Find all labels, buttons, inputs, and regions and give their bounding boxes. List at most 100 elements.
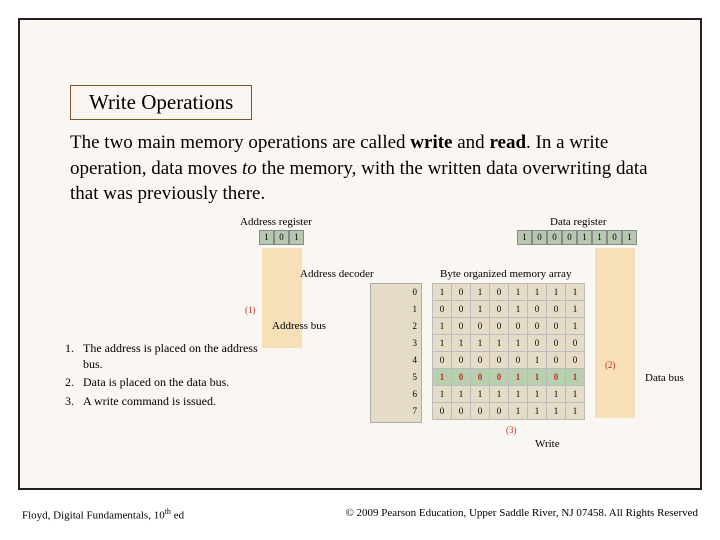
data-bus-flow: [595, 248, 635, 418]
step-item: A write command is issued.: [77, 393, 270, 409]
memory-cell: 1: [528, 403, 547, 420]
memory-cell: 0: [471, 352, 490, 369]
memory-array-label: Byte organized memory array: [440, 268, 571, 280]
memory-cell: 0: [547, 335, 566, 352]
address-decoder-box: 01234567: [370, 283, 422, 423]
memory-cell: 1: [528, 369, 547, 386]
memory-cell: 0: [547, 369, 566, 386]
step-item: The address is placed on the address bus…: [77, 340, 270, 372]
memory-cell: 1: [433, 318, 452, 335]
memory-cell: 0: [547, 318, 566, 335]
memory-cell: 1: [433, 369, 452, 386]
memory-cell: 1: [566, 369, 585, 386]
row-number: 3: [409, 338, 417, 348]
data-register-label: Data register: [550, 216, 607, 228]
bit-cell: 0: [607, 230, 622, 245]
address-register-bits: 101: [259, 230, 304, 248]
memory-cell: 1: [547, 386, 566, 403]
memory-cell: 0: [547, 352, 566, 369]
memory-cell: 1: [509, 403, 528, 420]
memory-cell: 0: [452, 318, 471, 335]
memory-cell: 0: [490, 403, 509, 420]
memory-cell: 0: [452, 403, 471, 420]
memory-cell: 1: [547, 403, 566, 420]
bit-cell: 1: [259, 230, 274, 245]
memory-cell: 0: [433, 403, 452, 420]
write-label: Write: [535, 438, 560, 450]
row-number: 5: [409, 372, 417, 382]
memory-row: 00101001: [433, 301, 585, 318]
memory-row: 00000100: [433, 352, 585, 369]
memory-cell: 1: [566, 301, 585, 318]
memory-cell: 1: [471, 284, 490, 301]
memory-row: 11111000: [433, 335, 585, 352]
data-register-bits: 10001101: [517, 230, 637, 248]
bit-cell: 1: [289, 230, 304, 245]
memory-row: 10001101: [433, 369, 585, 386]
data-bus-label: Data bus: [645, 372, 684, 384]
address-bus-label: Address bus: [272, 320, 326, 332]
memory-cell: 1: [490, 335, 509, 352]
step-item: Data is placed on the data bus.: [77, 374, 270, 390]
memory-row: 10000001: [433, 318, 585, 335]
address-register-label: Address register: [240, 216, 312, 228]
memory-cell: 0: [433, 301, 452, 318]
section-title: Write Operations: [70, 85, 252, 120]
row-number: 1: [409, 304, 417, 314]
row-number: 0: [409, 287, 417, 297]
memory-cell: 0: [471, 403, 490, 420]
memory-cell: 0: [566, 335, 585, 352]
row-number: 4: [409, 355, 417, 365]
memory-cell: 1: [509, 386, 528, 403]
step-marker-1: (1): [245, 305, 256, 315]
memory-cell: 0: [490, 352, 509, 369]
memory-cell: 0: [452, 352, 471, 369]
memory-row: 10101111: [433, 284, 585, 301]
memory-cell: 1: [566, 403, 585, 420]
footer: Floyd, Digital Fundamentals, 10th ed © 2…: [22, 507, 698, 522]
memory-cell: 1: [566, 386, 585, 403]
memory-row: 00001111: [433, 403, 585, 420]
memory-cell: 1: [547, 284, 566, 301]
body-paragraph: The two main memory operations are calle…: [70, 130, 680, 207]
memory-cell: 0: [490, 284, 509, 301]
bit-cell: 1: [577, 230, 592, 245]
row-number: 6: [409, 389, 417, 399]
footer-right: © 2009 Pearson Education, Upper Saddle R…: [345, 507, 698, 519]
memory-cell: 1: [509, 335, 528, 352]
memory-cell: 1: [528, 386, 547, 403]
memory-cell: 0: [566, 352, 585, 369]
memory-cell: 0: [452, 284, 471, 301]
footer-left: Floyd, Digital Fundamentals, 10th ed: [22, 507, 184, 522]
memory-cell: 0: [471, 318, 490, 335]
memory-cell: 1: [471, 386, 490, 403]
step-marker-2: (2): [605, 360, 616, 370]
bit-cell: 1: [592, 230, 607, 245]
memory-cell: 1: [471, 335, 490, 352]
bit-cell: 0: [547, 230, 562, 245]
memory-cell: 1: [509, 301, 528, 318]
memory-cell: 1: [433, 335, 452, 352]
memory-cell: 0: [547, 301, 566, 318]
step-marker-3: (3): [506, 425, 517, 435]
memory-cell: 1: [509, 369, 528, 386]
memory-cell: 0: [509, 318, 528, 335]
memory-cell: 0: [433, 352, 452, 369]
memory-row: 11111111: [433, 386, 585, 403]
memory-array-table: 1010111100101001100000011111100000000100…: [432, 283, 585, 420]
memory-cell: 0: [509, 352, 528, 369]
bit-cell: 1: [622, 230, 637, 245]
memory-cell: 1: [490, 386, 509, 403]
memory-cell: 1: [528, 284, 547, 301]
memory-cell: 0: [490, 318, 509, 335]
memory-cell: 0: [528, 301, 547, 318]
memory-cell: 0: [528, 335, 547, 352]
bit-cell: 0: [562, 230, 577, 245]
memory-cell: 1: [471, 301, 490, 318]
bit-cell: 0: [532, 230, 547, 245]
steps-list: The address is placed on the address bus…: [55, 340, 270, 411]
bit-cell: 0: [274, 230, 289, 245]
memory-cell: 0: [490, 369, 509, 386]
address-bus-flow: [262, 248, 302, 348]
memory-cell: 1: [566, 318, 585, 335]
